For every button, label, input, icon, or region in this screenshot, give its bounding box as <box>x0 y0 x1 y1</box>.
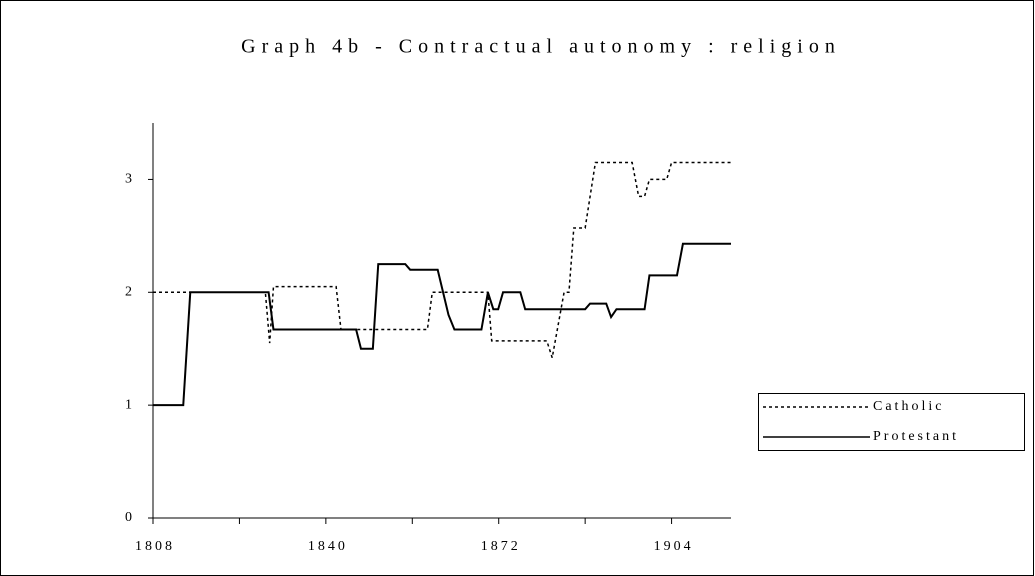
x-tick-label: 1808 <box>135 539 175 554</box>
y-tick-label: 3 <box>125 172 135 187</box>
x-tick-label: 1872 <box>481 539 521 554</box>
series-line <box>153 242 731 407</box>
y-tick-label: 0 <box>125 510 135 525</box>
y-tick-label: 2 <box>125 285 135 300</box>
legend <box>758 393 1025 451</box>
series-line <box>153 161 731 358</box>
x-tick-label: 1904 <box>654 539 694 554</box>
legend-label: Protestant <box>873 429 959 444</box>
chart-title: Graph 4b - Contractual autonomy : religi… <box>241 36 841 58</box>
y-tick-label: 1 <box>125 397 135 412</box>
legend-label: Catholic <box>873 399 944 414</box>
x-tick-label: 1840 <box>308 539 348 554</box>
